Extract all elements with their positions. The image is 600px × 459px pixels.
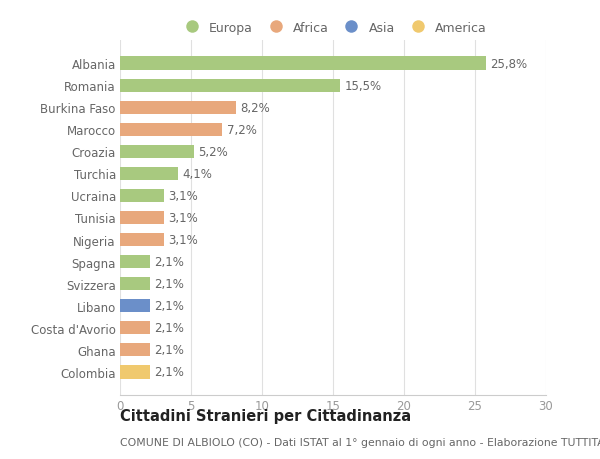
Text: 2,1%: 2,1% (154, 278, 184, 291)
Text: 8,2%: 8,2% (241, 101, 271, 114)
Text: 25,8%: 25,8% (491, 57, 528, 71)
Text: Cittadini Stranieri per Cittadinanza: Cittadini Stranieri per Cittadinanza (120, 408, 411, 423)
Bar (120, 79, 340, 93)
Text: 7,2%: 7,2% (227, 123, 256, 136)
Bar (120, 190, 164, 202)
Text: 2,1%: 2,1% (154, 300, 184, 313)
Text: COMUNE DI ALBIOLO (CO) - Dati ISTAT al 1° gennaio di ogni anno - Elaborazione TU: COMUNE DI ALBIOLO (CO) - Dati ISTAT al 1… (120, 437, 600, 447)
Text: 2,1%: 2,1% (154, 256, 184, 269)
Bar (120, 343, 150, 357)
Bar (120, 365, 150, 379)
Legend: Europa, Africa, Asia, America: Europa, Africa, Asia, America (176, 19, 490, 37)
Bar (120, 123, 222, 137)
Bar (120, 321, 150, 335)
Text: 3,1%: 3,1% (168, 212, 198, 224)
Bar (120, 146, 194, 159)
Text: 2,1%: 2,1% (154, 322, 184, 335)
Text: 4,1%: 4,1% (182, 168, 212, 180)
Bar (120, 212, 164, 224)
Text: 3,1%: 3,1% (168, 190, 198, 202)
Text: 2,1%: 2,1% (154, 344, 184, 357)
Text: 15,5%: 15,5% (344, 79, 382, 92)
Bar (120, 234, 164, 246)
Bar (120, 57, 487, 71)
Bar (120, 101, 236, 115)
Bar (120, 168, 178, 180)
Bar (120, 299, 150, 313)
Text: 5,2%: 5,2% (198, 146, 228, 158)
Bar (120, 277, 150, 291)
Text: 2,1%: 2,1% (154, 365, 184, 379)
Text: 3,1%: 3,1% (168, 234, 198, 246)
Bar (120, 256, 150, 269)
